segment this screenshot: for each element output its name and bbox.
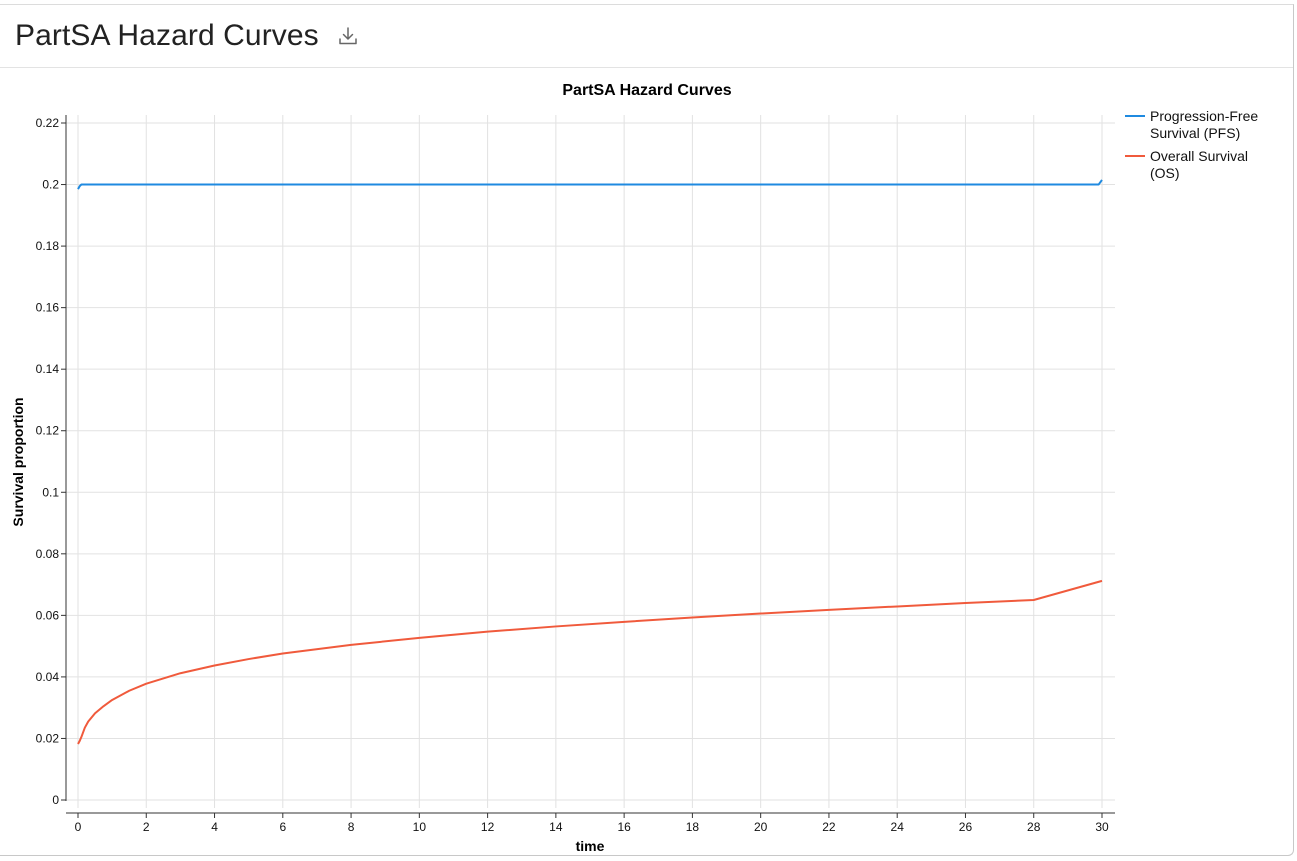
- y-tick-label: 0.16: [36, 301, 60, 315]
- x-tick-label: 14: [549, 820, 563, 834]
- y-tick-label: 0.04: [36, 670, 60, 684]
- page-title: PartSA Hazard Curves: [15, 19, 319, 52]
- chart-title: PartSA Hazard Curves: [562, 82, 731, 99]
- x-tick-label: 18: [686, 820, 700, 834]
- x-tick-label: 0: [75, 820, 82, 834]
- x-tick-label: 22: [822, 820, 836, 834]
- y-axis-label: Survival proportion: [10, 397, 26, 526]
- y-tick-label: 0.02: [36, 731, 60, 745]
- series-line-pfs: [77, 179, 1103, 190]
- y-tick-label: 0.14: [36, 362, 60, 376]
- axes: 0 0.02 0.04 0.06 0.08 0.1 0.12 0.14 0.16 0.18 0.2 0…: [36, 115, 1115, 834]
- download-icon: [339, 27, 357, 45]
- x-tick-label: 2: [143, 820, 150, 834]
- y-tick-label: 0.06: [36, 608, 60, 622]
- y-tick-label: 0.08: [36, 547, 60, 561]
- download-button[interactable]: [333, 21, 363, 51]
- page-header: PartSA Hazard Curves: [0, 5, 1293, 68]
- y-tick-label: 0.22: [36, 116, 60, 130]
- x-tick-label: 4: [211, 820, 218, 834]
- y-tick-label: 0.18: [36, 239, 60, 253]
- chart-card: PartSA Hazard Curves: [0, 4, 1294, 856]
- x-tick-label: 20: [754, 820, 768, 834]
- legend-entry-pfs: Progression-Free Survival (PFS): [1150, 108, 1258, 141]
- legend-entry-os: Overall Survival (OS): [1150, 148, 1248, 181]
- x-tick-label: 10: [413, 820, 427, 834]
- y-tick-label: 0.2: [42, 178, 59, 192]
- y-tick-label: 0: [52, 793, 59, 807]
- y-tick-label: 0.1: [42, 485, 59, 499]
- y-tick-label: 0.12: [36, 424, 60, 438]
- series-line-os: [77, 579, 1103, 745]
- x-tick-label: 24: [891, 820, 905, 834]
- x-tick-label: 28: [1027, 820, 1041, 834]
- x-tick-label: 8: [348, 820, 355, 834]
- series-lines: [77, 179, 1103, 745]
- grid: [66, 115, 1115, 808]
- x-tick-label: 6: [279, 820, 286, 834]
- x-tick-label: 26: [959, 820, 973, 834]
- x-axis-label: time: [576, 838, 605, 854]
- x-tick-label: 12: [481, 820, 495, 834]
- legend: Progression-Free Survival (PFS) Overall Su…: [1125, 108, 1258, 181]
- x-tick-label: 16: [617, 820, 631, 834]
- x-tick-label: 30: [1095, 820, 1109, 834]
